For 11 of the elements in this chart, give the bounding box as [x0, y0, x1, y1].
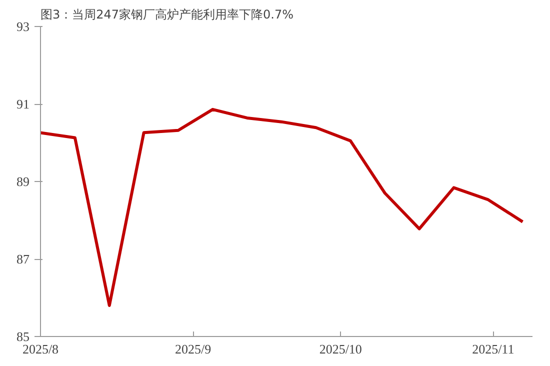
y-tick-label: 89 — [16, 174, 30, 189]
line-series — [40, 108, 524, 307]
y-tick-label: 93 — [16, 19, 30, 34]
x-tick-label: 2025/9 — [174, 342, 212, 356]
x-tick-label: 2025/10 — [319, 342, 362, 356]
chart-title: 图3：当周247家钢厂高炉产能利用率下降0.7% — [40, 8, 294, 22]
x-tick-label: 2025/11 — [472, 342, 514, 356]
y-tick-label: 91 — [16, 96, 30, 112]
y-tick-label: 87 — [16, 252, 30, 266]
y-tick-label: 85 — [16, 329, 30, 344]
x-tick-label: 2025/8 — [22, 342, 59, 356]
